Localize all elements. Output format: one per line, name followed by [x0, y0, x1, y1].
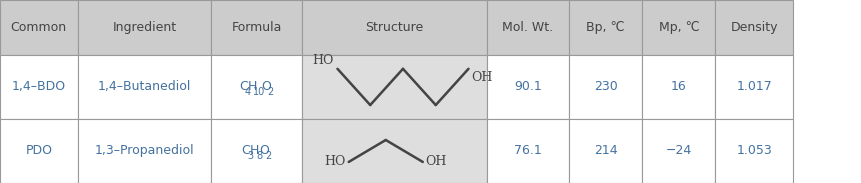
Bar: [486, 0, 568, 55]
Text: Ingredient: Ingredient: [112, 21, 177, 34]
Text: 1,4–Butanediol: 1,4–Butanediol: [97, 80, 191, 94]
Text: Formula: Formula: [231, 21, 282, 34]
Text: 2: 2: [265, 151, 272, 161]
Text: H: H: [250, 144, 259, 158]
Text: 2: 2: [267, 87, 274, 97]
Bar: [77, 119, 211, 183]
Text: 1.017: 1.017: [735, 80, 771, 94]
Text: 90.1: 90.1: [513, 80, 542, 94]
Text: 3: 3: [246, 151, 252, 161]
Text: Mol. Wt.: Mol. Wt.: [502, 21, 553, 34]
Text: 8: 8: [256, 151, 262, 161]
Bar: [715, 55, 792, 119]
Bar: [486, 55, 568, 119]
Text: −24: −24: [665, 144, 691, 158]
Text: HO: HO: [313, 54, 333, 67]
Bar: [641, 55, 715, 119]
Bar: [77, 55, 211, 119]
Text: C: C: [238, 80, 247, 94]
Text: Bp, ℃: Bp, ℃: [585, 21, 624, 34]
Text: 76.1: 76.1: [513, 144, 542, 158]
Text: HO: HO: [325, 155, 345, 169]
Text: H: H: [248, 80, 257, 94]
Text: 1,4–BDO: 1,4–BDO: [12, 80, 65, 94]
Text: 4: 4: [245, 87, 251, 97]
Bar: [641, 0, 715, 55]
Text: O: O: [261, 80, 270, 94]
Text: PDO: PDO: [25, 144, 53, 158]
Text: 230: 230: [593, 80, 616, 94]
Text: 214: 214: [593, 144, 616, 158]
Bar: [715, 119, 792, 183]
Bar: [77, 0, 211, 55]
Text: Structure: Structure: [365, 21, 423, 34]
Bar: [568, 119, 641, 183]
Bar: [568, 0, 641, 55]
Bar: [0, 119, 77, 183]
Text: OH: OH: [424, 155, 446, 169]
Text: Common: Common: [10, 21, 67, 34]
Bar: [301, 119, 486, 183]
Text: Mp, ℃: Mp, ℃: [658, 21, 698, 34]
Bar: [301, 55, 486, 119]
Bar: [0, 0, 77, 55]
Text: Density: Density: [729, 21, 777, 34]
Bar: [641, 119, 715, 183]
Text: 10: 10: [253, 87, 265, 97]
Text: 1.053: 1.053: [735, 144, 771, 158]
Text: 16: 16: [670, 80, 686, 94]
Bar: [568, 55, 641, 119]
Bar: [0, 55, 77, 119]
Bar: [211, 55, 301, 119]
Bar: [301, 0, 486, 55]
Text: O: O: [259, 144, 269, 158]
Bar: [486, 119, 568, 183]
Bar: [211, 119, 301, 183]
Bar: [715, 0, 792, 55]
Text: C: C: [240, 144, 249, 158]
Text: OH: OH: [470, 71, 492, 84]
Bar: [211, 0, 301, 55]
Text: 1,3–Propanediol: 1,3–Propanediol: [95, 144, 194, 158]
